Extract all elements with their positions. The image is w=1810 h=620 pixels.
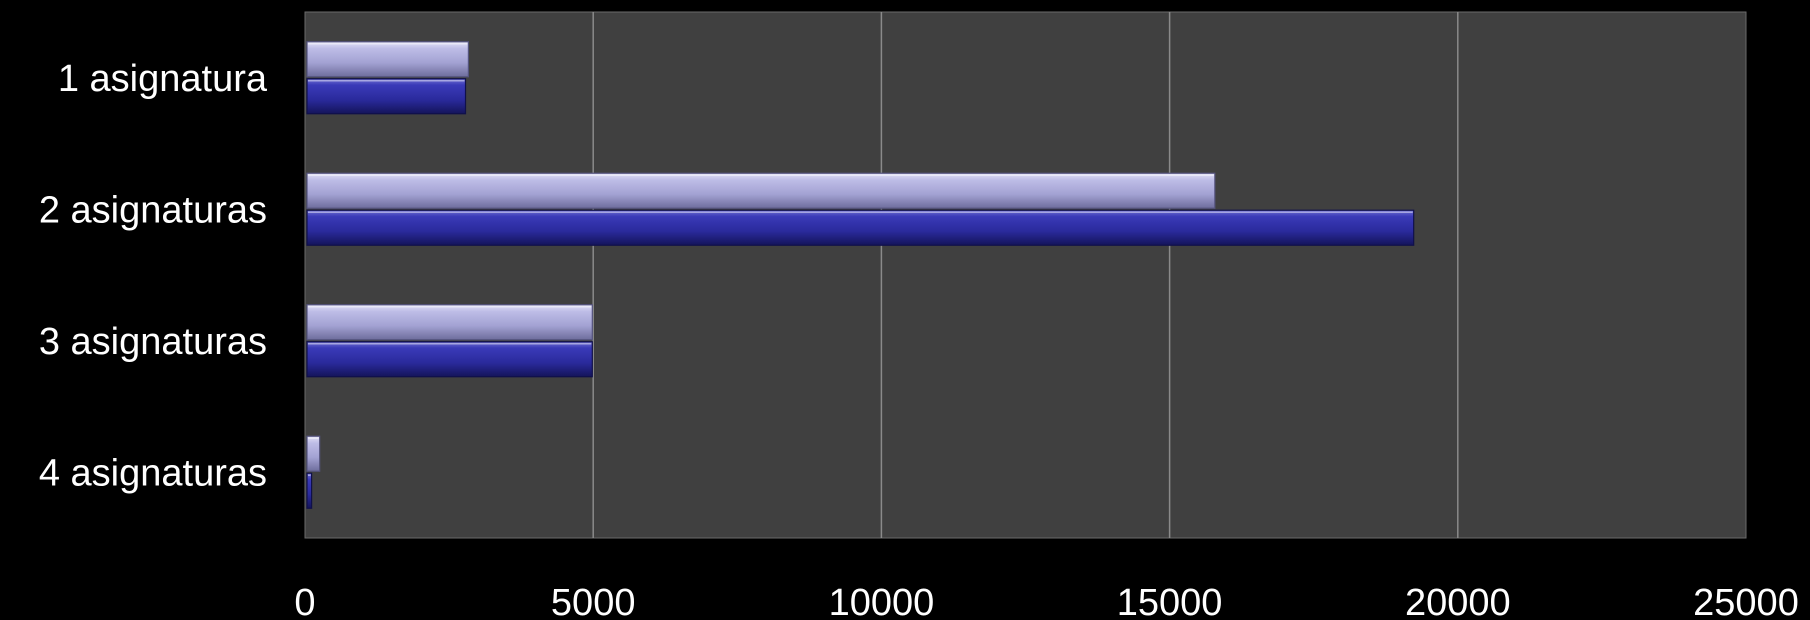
bar: [306, 78, 467, 115]
x-axis-tick-labels: 0 5000 10000 15000 20000 25000: [294, 582, 1798, 620]
bars-group: [306, 41, 1415, 509]
bar: [306, 435, 321, 472]
bar: [306, 304, 593, 341]
bar: [306, 472, 313, 509]
bar: [306, 172, 1216, 209]
plot-area: [304, 11, 1747, 539]
x-tick-label: 10000: [829, 582, 935, 620]
x-tick-label: 20000: [1405, 582, 1511, 620]
category-label: 3 asignaturas: [39, 321, 267, 363]
bar: [306, 209, 1415, 246]
category-label: 1 asignatura: [58, 58, 268, 100]
bar: [306, 41, 469, 78]
x-tick-label: 25000: [1693, 582, 1799, 620]
category-label: 4 asignaturas: [39, 452, 267, 494]
x-tick-label: 0: [294, 582, 315, 620]
x-tick-label: 15000: [1117, 582, 1223, 620]
category-labels: 1 asignatura 2 asignaturas 3 asignaturas 4 …: [39, 58, 268, 495]
category-label: 2 asignaturas: [39, 189, 267, 231]
x-tick-label: 5000: [551, 582, 636, 620]
bar: [306, 341, 593, 378]
gridlines: [592, 12, 1459, 538]
